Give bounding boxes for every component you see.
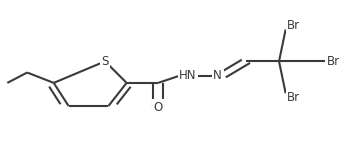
Text: HN: HN xyxy=(179,69,197,82)
Text: O: O xyxy=(154,101,163,114)
Text: N: N xyxy=(213,69,222,82)
Text: S: S xyxy=(101,55,109,68)
Text: Br: Br xyxy=(327,55,340,68)
Text: Br: Br xyxy=(287,91,300,104)
Text: Br: Br xyxy=(287,19,300,32)
